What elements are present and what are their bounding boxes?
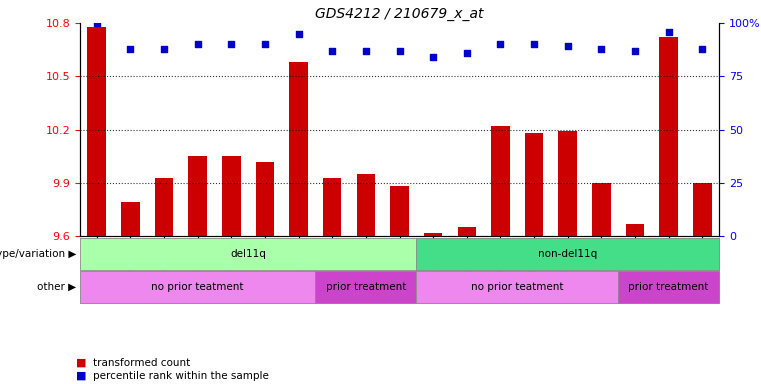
Point xyxy=(158,46,170,52)
Point xyxy=(192,41,204,48)
Bar xyxy=(660,37,678,236)
Point xyxy=(460,50,473,56)
Bar xyxy=(256,162,274,236)
Bar xyxy=(559,131,577,236)
Point xyxy=(259,41,271,48)
Point xyxy=(393,48,406,54)
Text: prior treatment: prior treatment xyxy=(629,282,708,292)
Text: no prior teatment: no prior teatment xyxy=(151,282,244,292)
Title: GDS4212 / 210679_x_at: GDS4212 / 210679_x_at xyxy=(315,7,484,21)
Point xyxy=(225,41,237,48)
Bar xyxy=(457,227,476,236)
Bar xyxy=(491,126,510,236)
Bar xyxy=(154,177,174,236)
Point xyxy=(124,46,136,52)
Point xyxy=(663,28,675,35)
Text: del11q: del11q xyxy=(230,249,266,259)
Bar xyxy=(390,186,409,236)
Text: ■: ■ xyxy=(76,371,87,381)
Text: non-del11q: non-del11q xyxy=(538,249,597,259)
Bar xyxy=(525,133,543,236)
Text: other ▶: other ▶ xyxy=(37,282,76,292)
Point xyxy=(629,48,641,54)
Bar xyxy=(222,156,240,236)
Bar xyxy=(189,156,207,236)
Point xyxy=(562,43,574,50)
Point xyxy=(292,31,304,37)
Bar xyxy=(424,233,442,236)
Point xyxy=(528,41,540,48)
Text: no prior teatment: no prior teatment xyxy=(471,282,564,292)
Bar xyxy=(289,62,308,236)
Bar xyxy=(121,202,139,236)
Bar xyxy=(323,177,342,236)
Text: ■: ■ xyxy=(76,358,87,368)
Bar xyxy=(592,183,610,236)
Text: percentile rank within the sample: percentile rank within the sample xyxy=(93,371,269,381)
Point xyxy=(595,46,607,52)
Bar xyxy=(357,174,375,236)
Text: genotype/variation ▶: genotype/variation ▶ xyxy=(0,249,76,259)
Point xyxy=(696,46,708,52)
Text: transformed count: transformed count xyxy=(93,358,190,368)
Point xyxy=(360,48,372,54)
Point xyxy=(326,48,339,54)
Point xyxy=(91,20,103,26)
Bar xyxy=(626,224,645,236)
Text: prior treatment: prior treatment xyxy=(326,282,406,292)
Bar xyxy=(88,26,106,236)
Point xyxy=(427,54,439,60)
Point xyxy=(495,41,507,48)
Bar xyxy=(693,183,712,236)
